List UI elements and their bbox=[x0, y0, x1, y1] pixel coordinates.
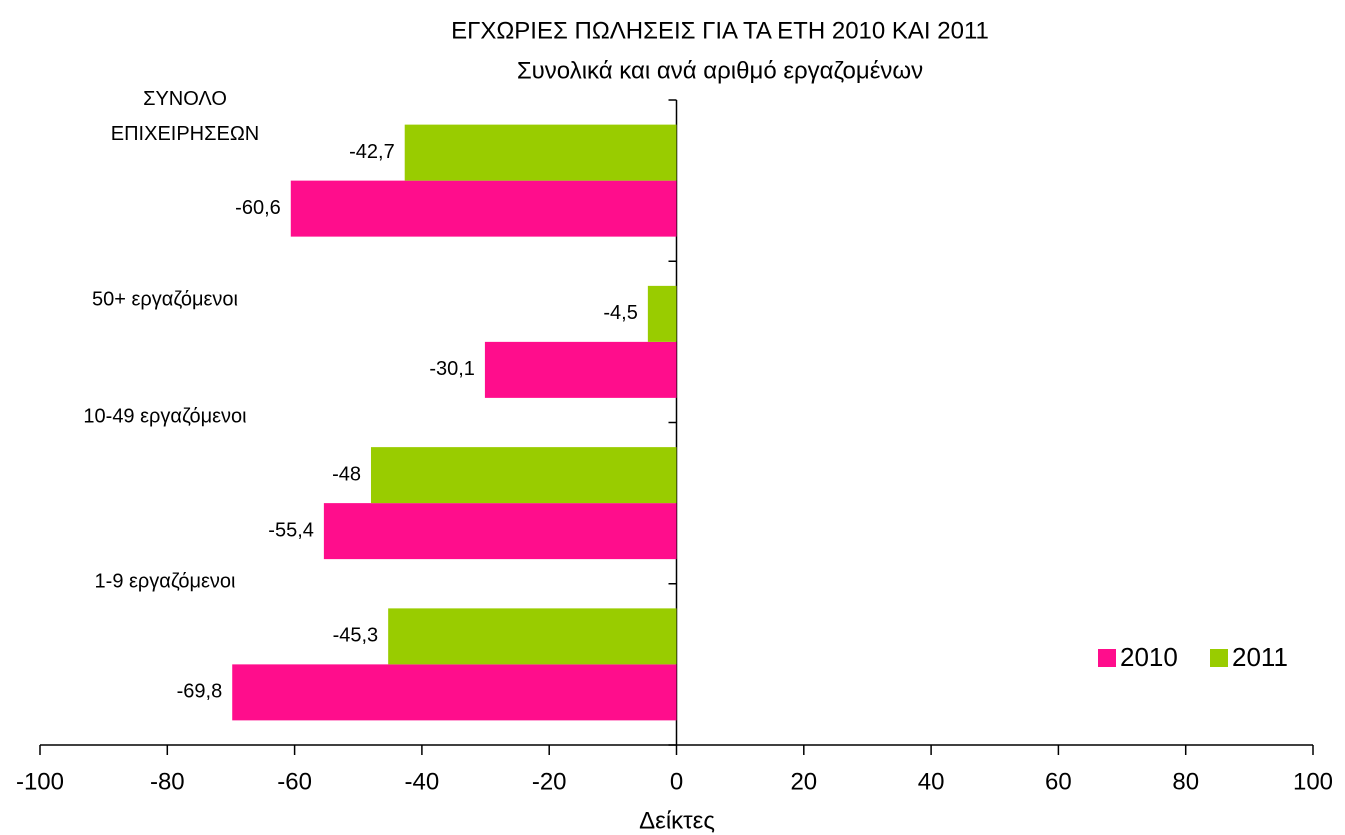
x-tick-label: -40 bbox=[405, 768, 440, 795]
x-tick-label: -20 bbox=[532, 768, 567, 795]
x-tick-label: -80 bbox=[150, 768, 185, 795]
category-label: ΣΥΝΟΛΟ ΕΠΙΧΕΙΡΗΣΕΩΝ bbox=[111, 88, 259, 145]
value-label: -45,3 bbox=[333, 625, 379, 647]
category-label: 50+ εργαζόμενοι bbox=[92, 288, 238, 310]
x-tick-label: 20 bbox=[790, 768, 817, 795]
value-label: -42,7 bbox=[349, 141, 395, 163]
chart-title: ΕΓΧΩΡΙΕΣ ΠΩΛΗΣΕΙΣ ΓΙΑ ΤΑ ΕΤΗ 2010 ΚΑΙ 20… bbox=[451, 17, 989, 44]
x-tick-label: 100 bbox=[1293, 768, 1333, 795]
bar bbox=[290, 180, 677, 237]
value-label: -60,6 bbox=[235, 197, 281, 219]
bar bbox=[232, 664, 677, 721]
category-label: 10-49 εργαζόμενοι bbox=[83, 405, 246, 427]
x-tick-label: -60 bbox=[277, 768, 312, 795]
value-label: -4,5 bbox=[603, 302, 637, 324]
value-label: -69,8 bbox=[177, 681, 223, 703]
x-tick-label: -100 bbox=[16, 768, 64, 795]
bar bbox=[323, 503, 677, 560]
bar bbox=[647, 285, 677, 342]
legend-swatch bbox=[1098, 649, 1116, 667]
x-tick-label: 80 bbox=[1172, 768, 1199, 795]
value-label: -30,1 bbox=[429, 358, 475, 380]
bar bbox=[484, 341, 677, 398]
x-tick-label: 60 bbox=[1045, 768, 1072, 795]
x-tick-label: 40 bbox=[918, 768, 945, 795]
bar bbox=[404, 124, 677, 181]
x-tick-label: 0 bbox=[670, 768, 683, 795]
bar bbox=[388, 608, 677, 665]
x-axis-label: Δείκτες bbox=[639, 807, 715, 834]
chart-subtitle: Συνολικά και ανά αριθμό εργαζομένων bbox=[517, 57, 923, 84]
value-label: -48 bbox=[332, 463, 361, 485]
bar bbox=[370, 447, 677, 504]
value-label: -55,4 bbox=[268, 519, 314, 541]
legend-label: 2010 bbox=[1120, 642, 1178, 672]
legend-label: 2011 bbox=[1232, 642, 1288, 672]
legend-swatch bbox=[1210, 649, 1228, 667]
category-label: 1-9 εργαζόμενοι bbox=[95, 570, 236, 592]
